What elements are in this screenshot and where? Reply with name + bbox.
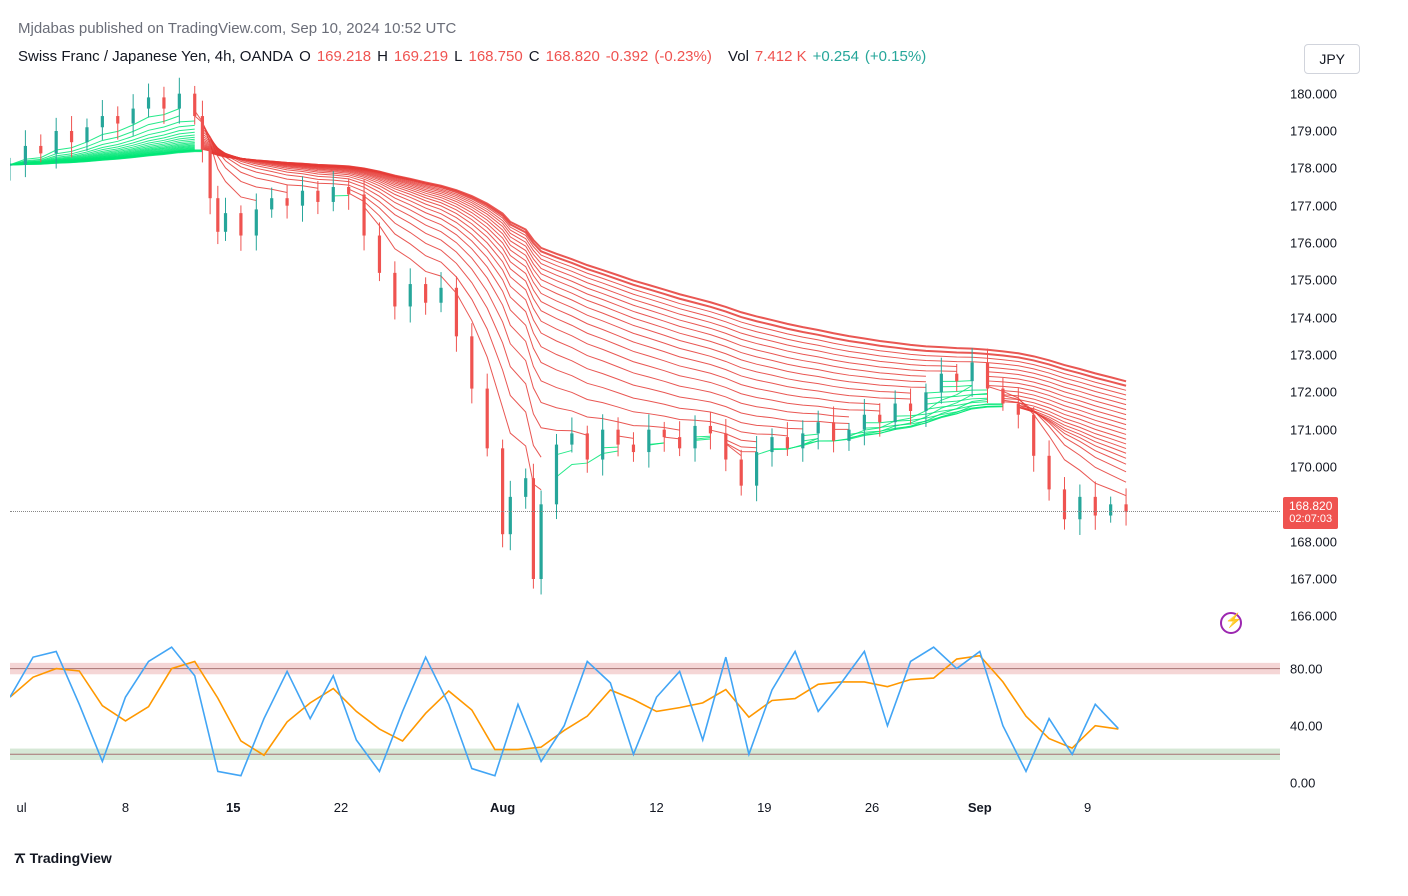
vol-value: 7.412 K	[755, 48, 807, 65]
ohlc-c: 168.820	[546, 48, 600, 65]
current-price-line	[10, 511, 1280, 512]
symbol-name: Swiss Franc / Japanese Yen, 4h, OANDA	[18, 48, 293, 65]
tradingview-logo: 77 TradingView	[14, 850, 112, 866]
price-axis[interactable]: 166.000167.000168.000169.000170.000171.0…	[1285, 75, 1395, 635]
price-label-countdown: 02:07:03	[1289, 513, 1332, 526]
snapshot-icon[interactable]	[1220, 612, 1242, 634]
currency-button[interactable]: JPY	[1304, 44, 1360, 74]
stoch-axis[interactable]: 0.0040.0080.00	[1285, 640, 1395, 790]
time-axis[interactable]: ul81522Aug121926Sep9	[10, 800, 1280, 828]
stochastic-chart[interactable]	[10, 640, 1280, 790]
price-chart[interactable]	[10, 75, 1280, 635]
publish-header: Mjdabas published on TradingView.com, Se…	[18, 20, 456, 37]
symbol-legend: Swiss Franc / Japanese Yen, 4h, OANDA O1…	[18, 48, 926, 65]
price-label-value: 168.820	[1289, 499, 1332, 513]
ohlc-h: 169.219	[394, 48, 448, 65]
ohlc-l: 168.750	[468, 48, 522, 65]
ohlc-o: 169.218	[317, 48, 371, 65]
tv-icon: 77	[14, 850, 26, 866]
ohlc-l-label: L	[454, 48, 462, 65]
ohlc-c-label: C	[529, 48, 540, 65]
ohlc-h-label: H	[377, 48, 388, 65]
ohlc-o-label: O	[299, 48, 311, 65]
vol-chg-pct: (+0.15%)	[865, 48, 926, 65]
ohlc-chg: -0.392	[606, 48, 649, 65]
current-price-label: 168.820 02:07:03	[1283, 497, 1338, 529]
vol-chg: +0.254	[813, 48, 859, 65]
vol-label: Vol	[728, 48, 749, 65]
ohlc-chg-pct: (-0.23%)	[654, 48, 712, 65]
